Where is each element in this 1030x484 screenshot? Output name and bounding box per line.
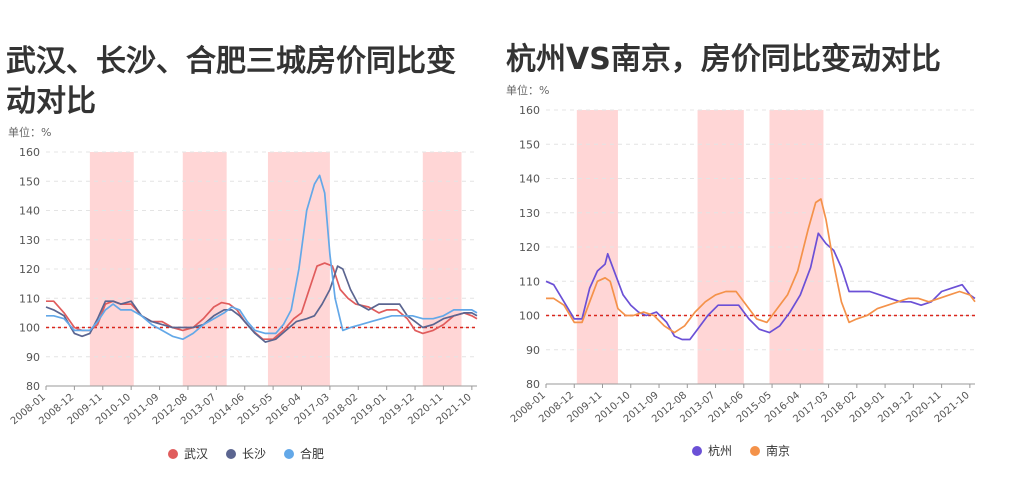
y-tick-label: 130 bbox=[519, 207, 540, 220]
legend: 杭州 南京 bbox=[692, 442, 790, 459]
legend: 武汉 长沙 合肥 bbox=[168, 445, 324, 462]
legend-marker bbox=[226, 448, 237, 459]
series-line bbox=[546, 198, 976, 334]
shaded-period bbox=[697, 110, 744, 384]
right-chart-panel: 杭州VS南京，房价同比变动对比 单位：% 80 90 100 110 120 130 140… bbox=[500, 0, 1030, 484]
unit-label: 单位：% bbox=[506, 84, 550, 97]
line-chart: 80901001101201301401501602008-012008-122… bbox=[509, 104, 976, 425]
y-tick-label: 130 bbox=[19, 234, 40, 247]
y-tick-label: 90 bbox=[526, 344, 540, 357]
shaded-period bbox=[182, 152, 227, 386]
y-tick-label: 100 bbox=[519, 310, 540, 323]
legend-item-hefei[interactable]: 合肥 bbox=[284, 445, 324, 462]
line-chart: 80901001101201301401501602008-012008-122… bbox=[9, 146, 478, 427]
y-tick-label: 160 bbox=[19, 146, 40, 159]
y-tick-label: 140 bbox=[519, 173, 540, 186]
y-tick-label: 150 bbox=[19, 175, 40, 188]
legend-marker bbox=[168, 448, 178, 459]
legend-marker bbox=[692, 445, 702, 456]
left-chart-panel: 武汉、长沙、合肥三城房价同比变动对比 单位：% 80 90 100 110 120 130… bbox=[0, 0, 490, 484]
legend-label: 武汉 bbox=[184, 447, 209, 461]
chart-title: 武汉、长沙、合肥三城房价同比变动对比 bbox=[6, 44, 456, 119]
series-line bbox=[46, 174, 478, 341]
chart-title: 杭州VS南京，房价同比变动对比 bbox=[506, 42, 941, 77]
y-tick-label: 110 bbox=[519, 275, 540, 288]
y-tick-label: 100 bbox=[19, 322, 40, 335]
y-tick-label: 80 bbox=[26, 380, 40, 393]
legend-marker bbox=[750, 445, 761, 456]
legend-item-changsha[interactable]: 长沙 bbox=[226, 445, 266, 462]
legend-label: 合肥 bbox=[300, 447, 325, 461]
y-tick-label: 150 bbox=[519, 138, 540, 151]
unit-label: 单位：% bbox=[8, 126, 52, 139]
legend-item-wuhan[interactable]: 武汉 bbox=[168, 445, 208, 462]
legend-label: 杭州 bbox=[708, 444, 733, 458]
legend-marker bbox=[284, 448, 295, 459]
y-tick-label: 80 bbox=[526, 378, 540, 391]
y-tick-label: 110 bbox=[19, 292, 40, 305]
y-tick-label: 120 bbox=[519, 241, 540, 254]
legend-label: 南京 bbox=[766, 444, 791, 458]
legend-label: 长沙 bbox=[242, 447, 267, 461]
y-tick-label: 90 bbox=[26, 351, 40, 364]
y-tick-label: 160 bbox=[519, 104, 540, 117]
legend-item-nanjing[interactable]: 南京 bbox=[750, 442, 790, 459]
y-tick-label: 140 bbox=[19, 205, 40, 218]
legend-item-hangzhou[interactable]: 杭州 bbox=[692, 442, 732, 459]
y-tick-label: 120 bbox=[19, 263, 40, 276]
